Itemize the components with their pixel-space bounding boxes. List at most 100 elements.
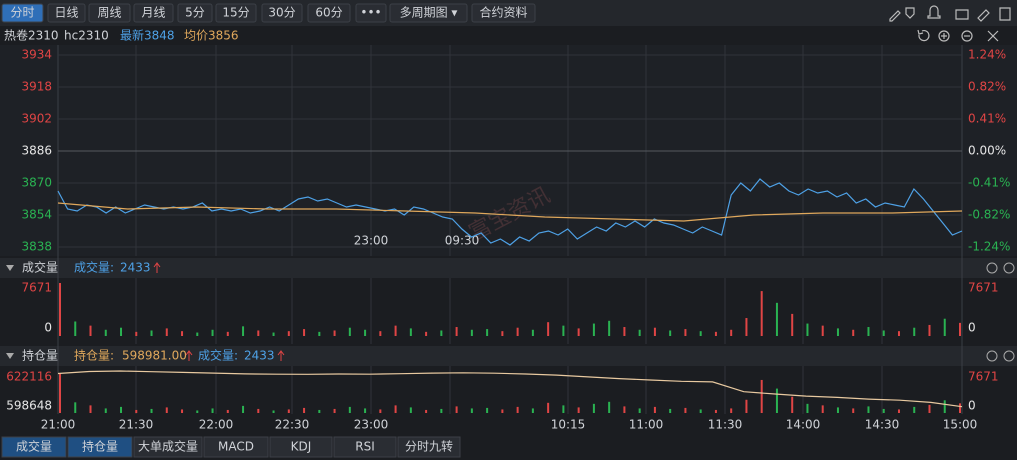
tab-label[interactable]: RSI <box>355 440 375 454</box>
tab[interactable] <box>269 436 333 458</box>
volume-bar <box>959 322 961 336</box>
toolbar-button-label[interactable]: 15分 <box>222 6 249 20</box>
time-axis-label: 11:00 <box>629 418 664 432</box>
volume-info-label: 成交量: <box>74 260 114 275</box>
oi-volume-bar <box>531 408 534 413</box>
volume-tick-label: 0 <box>968 321 976 335</box>
contract-name: 热卷2310 <box>4 28 59 43</box>
tab-label[interactable]: 持仓量 <box>82 439 118 454</box>
toolbar-button[interactable] <box>215 3 257 23</box>
up-arrow <box>277 350 285 361</box>
oi-volume-bar <box>592 403 595 413</box>
toolbar-button-label[interactable]: 月线 <box>141 6 165 20</box>
tab[interactable] <box>67 436 133 458</box>
toolbar-button-label[interactable]: 合约资料 <box>479 5 527 20</box>
toolbar-button-label[interactable]: 30分 <box>268 6 295 20</box>
toolbar-button-label[interactable]: ••• <box>360 6 381 20</box>
oi-volume-bar <box>806 403 809 413</box>
tab[interactable] <box>397 436 461 458</box>
oi-volume-bar <box>333 408 336 413</box>
tab-label[interactable]: 大单成交量 <box>138 439 198 454</box>
oi-volume-bar <box>653 406 656 413</box>
oi-volume-bar <box>852 408 855 413</box>
tab-label[interactable]: KDJ <box>291 440 312 454</box>
toolbar-button-label[interactable]: 日线 <box>54 6 78 20</box>
toolbar-button[interactable] <box>133 3 174 23</box>
oi-vol-tick-label: 0 <box>968 399 976 413</box>
toolbar-button[interactable] <box>471 3 536 23</box>
volume-bar <box>226 331 229 336</box>
tab[interactable] <box>333 436 397 458</box>
toolbar-button-label[interactable]: 多周期图 ▾ <box>400 6 458 20</box>
volume-bar <box>394 325 397 336</box>
oi-vol-tick-label: 7671 <box>968 370 999 384</box>
oi-close[interactable] <box>986 350 1015 362</box>
tab[interactable] <box>203 436 269 458</box>
oi-volume-bar <box>501 409 504 413</box>
toolbar-button[interactable] <box>389 3 468 23</box>
tab-label[interactable]: MACD <box>218 440 254 454</box>
tool-icons[interactable] <box>889 5 1011 22</box>
volume-bar <box>181 331 184 336</box>
toolbar-button[interactable] <box>355 3 387 23</box>
zoom-in-icon[interactable] <box>938 30 950 42</box>
volume-title: 成交量 <box>22 260 58 275</box>
volume-bar <box>104 329 107 336</box>
collapse-icon[interactable] <box>987 30 999 42</box>
latest-price: 最新3848 <box>120 28 175 43</box>
volume-bar <box>257 330 260 336</box>
oi-volume-bar <box>89 405 92 413</box>
toolbar-button-label[interactable]: 周线 <box>97 6 121 20</box>
volume-bar <box>592 323 595 336</box>
oi-volume-bar <box>226 409 229 413</box>
volume-close[interactable] <box>986 262 1015 274</box>
price-tick-label: 3934 <box>21 48 52 62</box>
price-tick-label: 3838 <box>21 240 52 254</box>
tab[interactable] <box>133 436 203 458</box>
toolbar-button[interactable] <box>177 3 213 23</box>
volume-bar <box>348 327 351 336</box>
toolbar-button[interactable] <box>261 3 303 23</box>
zoom-out-icon[interactable] <box>961 30 973 42</box>
oi-volume-bar <box>486 407 489 413</box>
oi-volume-bar <box>455 406 458 413</box>
oi-tick-label: 622116 <box>6 370 52 384</box>
price-tick-label: 3902 <box>21 112 52 126</box>
volume-bar <box>470 329 473 336</box>
toolbar-button[interactable] <box>1 3 44 23</box>
volume-bar <box>897 331 900 336</box>
toolbar-button-label[interactable]: 分时 <box>10 6 34 20</box>
pct-tick-label: -0.41% <box>968 176 1010 190</box>
volume-bar <box>821 325 824 336</box>
oi-volume-bar <box>760 379 763 413</box>
header-icons[interactable] <box>889 5 1011 42</box>
volume-bar <box>318 331 321 336</box>
oi-volume-bar <box>318 409 321 413</box>
oi-volume-bar <box>669 408 672 413</box>
tab-label[interactable]: 成交量 <box>16 439 52 454</box>
volume-bar <box>211 329 214 336</box>
pct-tick-label: 0.82% <box>968 80 1006 94</box>
toolbar-button[interactable] <box>88 3 131 23</box>
volume-bar <box>714 331 717 336</box>
tab[interactable] <box>1 436 67 458</box>
oi-volume-bar <box>74 402 77 413</box>
toolbar-button[interactable] <box>307 3 351 23</box>
toolbar-button-label[interactable]: 60分 <box>315 6 342 20</box>
oi-volume-bar <box>745 399 748 413</box>
toolbar-button[interactable] <box>47 3 86 23</box>
contract-code: hc2310 <box>64 29 109 43</box>
oi-info2-value: 2433 <box>244 349 275 363</box>
toolbar-button-label[interactable]: 5分 <box>185 6 205 20</box>
volume-bar <box>303 329 306 336</box>
undo-icon[interactable] <box>917 29 930 42</box>
oi-header <box>0 346 1017 366</box>
oi-title: 持仓量 <box>22 348 58 363</box>
oi-volume-bar <box>638 408 641 413</box>
tab-label[interactable]: 分时九转 <box>405 439 453 454</box>
volume-bar <box>425 331 428 336</box>
volume-bar <box>913 327 916 336</box>
oi-volume-bar <box>120 406 123 413</box>
oi-tick-label: 598648 <box>6 399 52 413</box>
